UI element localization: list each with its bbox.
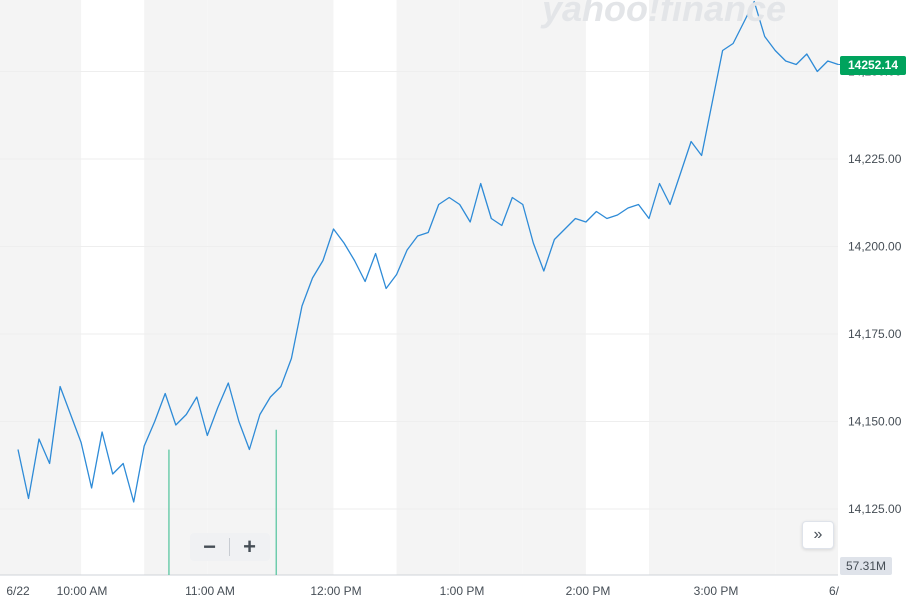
volume-tag: 57.31M	[840, 557, 892, 575]
zoom-divider	[229, 538, 230, 556]
x-tick-label: 6/22	[6, 584, 30, 598]
double-chevron-right-icon: »	[813, 526, 823, 543]
y-tick-label: 14,125.00	[848, 502, 902, 516]
zoom-out-button[interactable]: −	[203, 534, 216, 559]
time-band	[144, 0, 208, 575]
zoom-in-button[interactable]: +	[243, 534, 256, 559]
x-tick-label: 12:00 PM	[310, 584, 361, 598]
time-band	[396, 0, 460, 575]
x-tick-label: 3:00 PM	[694, 584, 739, 598]
time-band	[270, 0, 334, 575]
time-band	[459, 0, 523, 575]
last-price-tag: 14252.14	[840, 56, 906, 75]
zoom-controls: − +	[190, 533, 270, 561]
time-band	[775, 0, 838, 575]
x-tick-label: 11:00 AM	[185, 584, 235, 598]
time-band	[207, 0, 271, 575]
time-band	[18, 0, 82, 575]
y-tick-label: 14,175.00	[848, 327, 902, 341]
price-line	[17, 0, 839, 503]
x-tick-label: 1:00 PM	[440, 584, 485, 598]
time-band	[712, 0, 776, 575]
y-tick-label: 14,225.00	[848, 152, 902, 166]
time-band	[0, 0, 18, 575]
watermark-logo: yahoo!finance	[542, 0, 787, 29]
time-band	[649, 0, 713, 575]
y-tick-label: 14,150.00	[848, 415, 902, 429]
x-tick-label: 10:00 AM	[57, 584, 108, 598]
scroll-to-latest-button[interactable]: »	[802, 521, 834, 549]
x-tick-label: 6/	[829, 584, 840, 598]
time-band	[522, 0, 586, 575]
x-tick-label: 2:00 PM	[566, 584, 611, 598]
y-tick-label: 14,200.00	[848, 240, 902, 254]
